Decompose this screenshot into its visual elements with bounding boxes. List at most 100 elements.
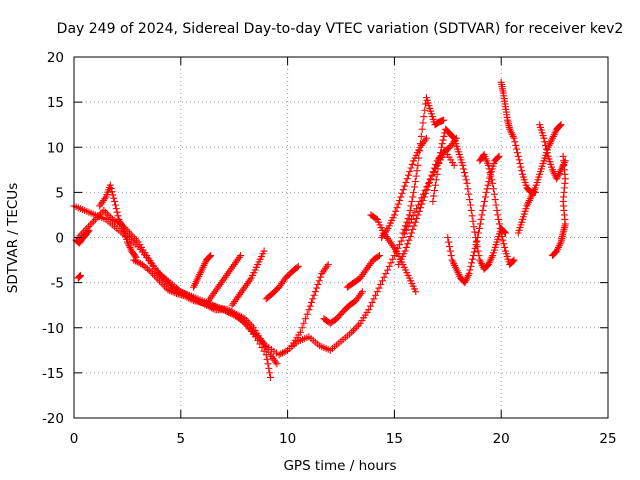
data-point-marker [166,287,174,295]
data-point-marker [490,185,498,193]
data-point-marker [111,201,119,209]
data-point-marker [435,159,443,167]
data-point-marker [267,373,275,381]
data-point-marker [495,215,503,223]
data-point-marker [402,178,410,186]
data-point-marker [382,270,390,278]
data-point-marker [461,172,469,180]
data-point-marker [377,280,385,288]
data-point-marker [450,161,458,169]
data-point-marker [476,220,484,228]
data-point-marker [411,178,419,186]
data-point-marker [167,287,175,295]
data-point-marker [467,262,475,270]
data-point-marker [406,233,414,241]
data-point-marker [399,186,407,194]
data-point-marker [495,220,503,228]
data-point-marker [90,217,98,225]
data-point-marker [397,237,405,245]
data-point-marker [490,190,498,198]
data-point-marker [420,113,428,121]
data-point-marker [445,238,453,246]
data-point-marker [509,257,517,265]
data-point-marker [418,125,426,133]
data-point-marker [112,205,120,213]
data-point-marker [427,175,435,183]
data-point-marker [111,197,119,205]
data-point-marker [108,188,116,196]
data-point-marker [500,240,508,248]
data-point-marker [138,261,146,269]
data-point-marker [384,266,392,274]
data-point-marker [460,169,468,177]
data-point-marker [409,225,417,233]
data-point-marker [86,221,94,229]
data-point-marker [396,196,404,204]
data-point-marker [375,284,383,292]
data-point-marker [464,185,472,193]
data-point-marker [480,202,488,210]
data-point-marker [407,202,415,210]
data-point-marker [420,193,428,201]
data-point-marker [497,229,505,237]
data-point-marker [512,141,520,149]
data-point-marker [107,184,115,192]
data-point-marker [305,306,313,314]
y-tick-label: 15 [47,95,64,111]
data-point-marker [449,133,457,141]
data-point-marker [496,224,504,232]
x-tick-label: 25 [599,431,616,447]
data-point-marker [467,206,475,214]
data-point-marker [397,193,405,201]
data-point-marker [406,168,414,176]
data-point-marker [447,252,455,260]
x-tick-label: 10 [279,431,296,447]
data-point-marker [434,165,442,173]
data-point-marker [416,147,424,155]
data-point-marker [412,172,420,180]
data-point-marker [294,262,302,270]
data-point-marker [392,207,400,215]
data-point-marker [492,201,500,209]
data-point-marker [355,321,363,329]
x-axis-tick-labels: 0 5 10 15 20 25 [70,431,617,447]
data-point-marker [258,344,266,352]
data-point-marker [415,207,423,215]
data-point-marker [518,167,526,175]
data-point-marker [365,306,373,314]
chart-title: Day 249 of 2024, Sidereal Day-to-day VTE… [57,21,624,37]
data-point-marker [431,181,439,189]
data-point-marker [309,295,317,303]
data-point-marker [393,204,401,212]
data-point-marker [300,319,308,327]
data-point-marker [465,270,473,278]
data-point-marker [466,201,474,209]
data-point-marker [517,163,525,171]
data-point-marker [470,223,478,231]
data-point-marker [398,189,406,197]
x-tick-label: 5 [177,431,186,447]
data-point-marker [413,167,421,175]
data-point-marker [106,181,114,189]
x-tick-label: 0 [70,431,79,447]
data-point-marker [436,154,444,162]
data-point-marker [380,273,388,281]
data-point-marker [421,106,429,114]
data-point-marker [557,121,565,129]
data-point-marker [308,298,316,306]
data-point-marker [370,295,378,303]
data-point-marker [460,165,468,173]
data-point-marker [543,149,551,157]
data-point-marker [406,206,414,214]
data-point-marker [489,179,497,187]
data-point-marker [472,241,480,249]
data-point-marker [109,191,117,199]
data-point-marker [390,211,398,219]
axis-ticks [73,56,609,419]
data-point-marker [498,233,506,241]
data-point-marker [429,168,437,176]
data-point-marker [310,291,318,299]
data-point-marker [463,179,471,187]
data-point-marker [494,153,502,161]
